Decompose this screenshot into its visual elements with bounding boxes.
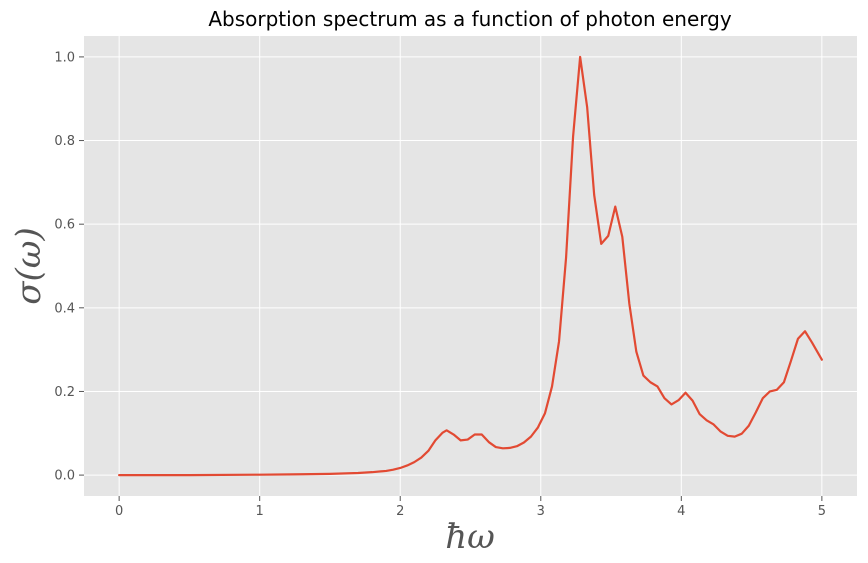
y-axis-ticks: 0.0 0.2 0.4 0.6 0.8 1.0 <box>54 50 84 484</box>
plot-area <box>84 36 857 496</box>
x-tick-label: 3 <box>537 504 545 519</box>
x-axis-ticks: 0 1 2 3 4 5 <box>115 496 826 519</box>
x-tick-label: 0 <box>115 504 123 519</box>
x-tick-label: 2 <box>396 504 404 519</box>
series-layer <box>118 55 823 477</box>
x-axis-label: ħω <box>445 517 495 557</box>
y-tick-label: 0.4 <box>54 301 75 316</box>
chart-title: Absorption spectrum as a function of pho… <box>208 7 732 31</box>
y-tick-label: 0.6 <box>54 218 75 233</box>
x-tick-label: 4 <box>677 504 685 519</box>
y-tick-label: 1.0 <box>54 50 75 65</box>
y-tick-label: 0.2 <box>54 385 75 400</box>
x-tick-label: 5 <box>818 504 826 519</box>
y-tick-label: 0.8 <box>54 134 75 149</box>
series-line <box>118 55 823 477</box>
y-axis-label: σ(ω) <box>9 227 49 304</box>
x-tick-label: 1 <box>256 504 264 519</box>
y-tick-label: 0.0 <box>54 469 75 484</box>
